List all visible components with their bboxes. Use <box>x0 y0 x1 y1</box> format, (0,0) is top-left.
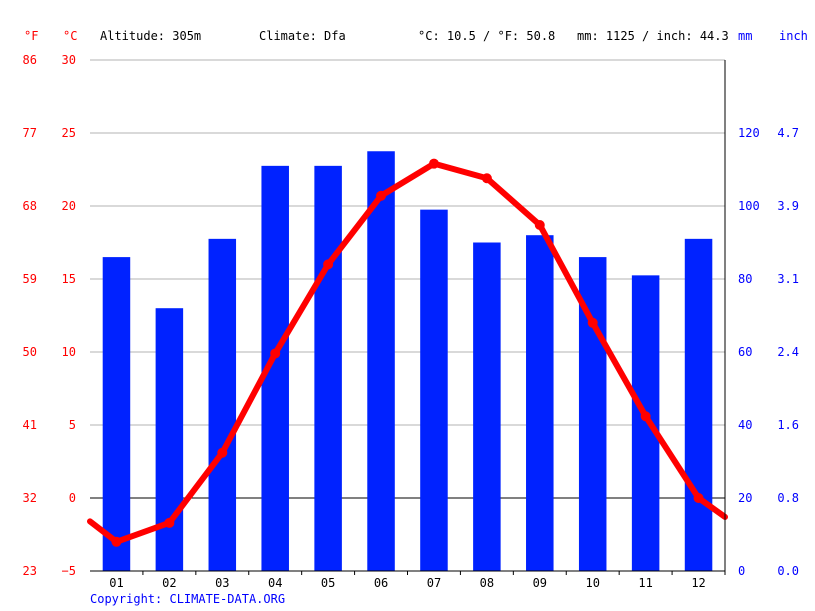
inch-tick-label: 3.1 <box>777 272 799 286</box>
temperature-point <box>323 259 334 270</box>
inch-tick-label: 3.9 <box>777 199 799 213</box>
precipitation-bars <box>102 151 713 571</box>
temperature-point <box>481 173 492 184</box>
mm-tick-label: 20 <box>738 491 752 505</box>
fahrenheit-tick-label: 77 <box>23 126 37 140</box>
fahrenheit-tick-label: 23 <box>23 564 37 578</box>
precipitation-bar <box>155 308 184 571</box>
celsius-tick-label: −5 <box>62 564 76 578</box>
temperature-point <box>164 517 175 528</box>
temperature-point <box>111 536 122 547</box>
altitude-label: Altitude: 305m <box>100 29 201 43</box>
temperature-point <box>376 190 387 201</box>
precipitation-bar <box>420 209 448 571</box>
celsius-tick-label: 20 <box>62 199 76 213</box>
celsius-unit-label: °C <box>63 29 77 43</box>
gridlines <box>90 59 725 572</box>
month-tick-label: 05 <box>321 576 335 590</box>
temperature-point <box>270 348 281 359</box>
temperature-point <box>428 158 439 169</box>
temperature-summary: °C: 10.5 / °F: 50.8 <box>418 29 555 43</box>
mm-tick-label: 40 <box>738 418 752 432</box>
inch-tick-label: 4.7 <box>777 126 799 140</box>
temperature-point <box>587 317 598 328</box>
copyright-text: Copyright: CLIMATE-DATA.ORG <box>90 592 285 606</box>
precipitation-bar <box>314 165 342 571</box>
month-tick-label: 01 <box>109 576 123 590</box>
temperature-line <box>87 158 728 547</box>
mm-tick-label: 80 <box>738 272 752 286</box>
fahrenheit-tick-label: 68 <box>23 199 37 213</box>
temperature-line-path <box>87 160 728 545</box>
inch-tick-label: 1.6 <box>777 418 799 432</box>
mm-tick-label: 100 <box>738 199 760 213</box>
precipitation-bar <box>526 235 554 571</box>
fahrenheit-tick-label: 59 <box>23 272 37 286</box>
inch-tick-label: 0.8 <box>777 491 799 505</box>
month-tick-label: 08 <box>480 576 494 590</box>
mm-tick-label: 120 <box>738 126 760 140</box>
month-tick-label: 03 <box>215 576 229 590</box>
mm-tick-label: 60 <box>738 345 752 359</box>
inch-tick-label: 2.4 <box>777 345 799 359</box>
precipitation-bar <box>367 151 395 571</box>
temperature-point <box>640 411 651 422</box>
mm-tick-label: 0 <box>738 564 745 578</box>
temperature-point <box>534 219 545 230</box>
axes: 302520151050−586776859504132231201008060… <box>23 53 799 590</box>
precipitation-bar <box>684 238 713 571</box>
month-tick-label: 02 <box>162 576 176 590</box>
month-tick-label: 12 <box>691 576 705 590</box>
precipitation-bar <box>631 275 660 571</box>
fahrenheit-unit-label: °F <box>24 29 38 43</box>
celsius-tick-label: 10 <box>62 345 76 359</box>
mm-unit-label: mm <box>738 29 752 43</box>
temperature-point <box>217 447 228 458</box>
climate-label: Climate: Dfa <box>259 29 346 43</box>
month-tick-label: 09 <box>533 576 547 590</box>
celsius-tick-label: 25 <box>62 126 76 140</box>
fahrenheit-tick-label: 32 <box>23 491 37 505</box>
precipitation-bar <box>473 242 501 571</box>
fahrenheit-tick-label: 86 <box>23 53 37 67</box>
month-tick-label: 06 <box>374 576 388 590</box>
month-tick-label: 04 <box>268 576 282 590</box>
precipitation-bar <box>102 257 131 571</box>
inch-tick-label: 0.0 <box>777 564 799 578</box>
celsius-tick-label: 30 <box>62 53 76 67</box>
celsius-tick-label: 15 <box>62 272 76 286</box>
precipitation-summary: mm: 1125 / inch: 44.3 <box>577 29 729 43</box>
precipitation-bar <box>208 238 237 571</box>
month-tick-label: 07 <box>427 576 441 590</box>
month-tick-label: 11 <box>638 576 652 590</box>
celsius-tick-label: 5 <box>69 418 76 432</box>
inch-unit-label: inch <box>779 29 808 43</box>
fahrenheit-tick-label: 41 <box>23 418 37 432</box>
celsius-tick-label: 0 <box>69 491 76 505</box>
fahrenheit-tick-label: 50 <box>23 345 37 359</box>
temperature-point <box>693 493 704 503</box>
month-tick-label: 10 <box>585 576 599 590</box>
